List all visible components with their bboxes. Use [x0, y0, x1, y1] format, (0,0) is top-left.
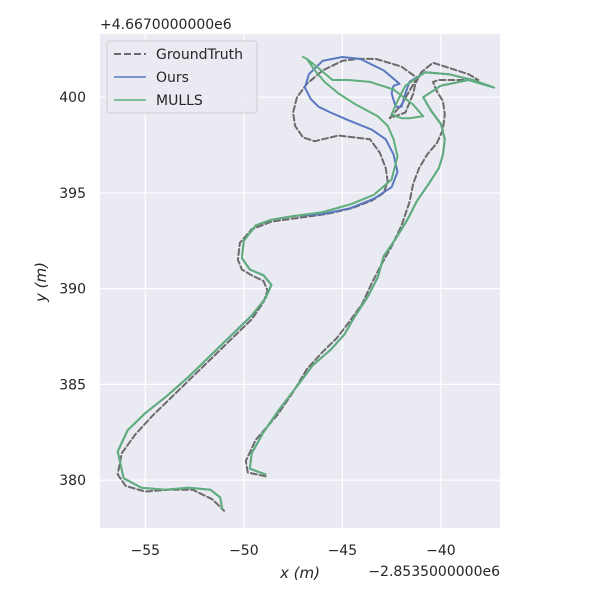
y-axis-label: y (m): [32, 262, 50, 303]
x-offset-label: −2.8535000000e6: [368, 564, 500, 580]
y-tick-label: 380: [59, 473, 86, 489]
y-tick-label: 390: [59, 282, 86, 298]
legend-label-groundtruth: GroundTruth: [156, 47, 243, 63]
y-offset-label: +4.6670000000e6: [100, 17, 232, 33]
x-tick-labels: −55 −50 −45 −40: [131, 543, 456, 559]
x-tick-label: −50: [229, 543, 259, 559]
series-line-mulls: [116, 56, 496, 510]
x-axis-label: x (m): [279, 564, 320, 582]
x-tick-label: −45: [328, 543, 358, 559]
legend-label-ours: Ours: [156, 70, 189, 86]
x-tick-label: −40: [426, 543, 456, 559]
legend-label-mulls: MULLS: [156, 93, 203, 109]
y-tick-label: 400: [59, 90, 86, 106]
series-line-groundtruth: [116, 57, 480, 512]
series-lines: [116, 56, 496, 512]
legend: GroundTruth Ours MULLS: [106, 40, 258, 114]
y-tick-labels: 380 385 390 395 400: [59, 90, 86, 489]
y-tick-label: 395: [59, 186, 86, 202]
plot-background: [100, 34, 500, 528]
y-tick-label: 385: [59, 377, 86, 393]
legend-box: [106, 40, 258, 114]
x-tick-label: −55: [131, 543, 161, 559]
